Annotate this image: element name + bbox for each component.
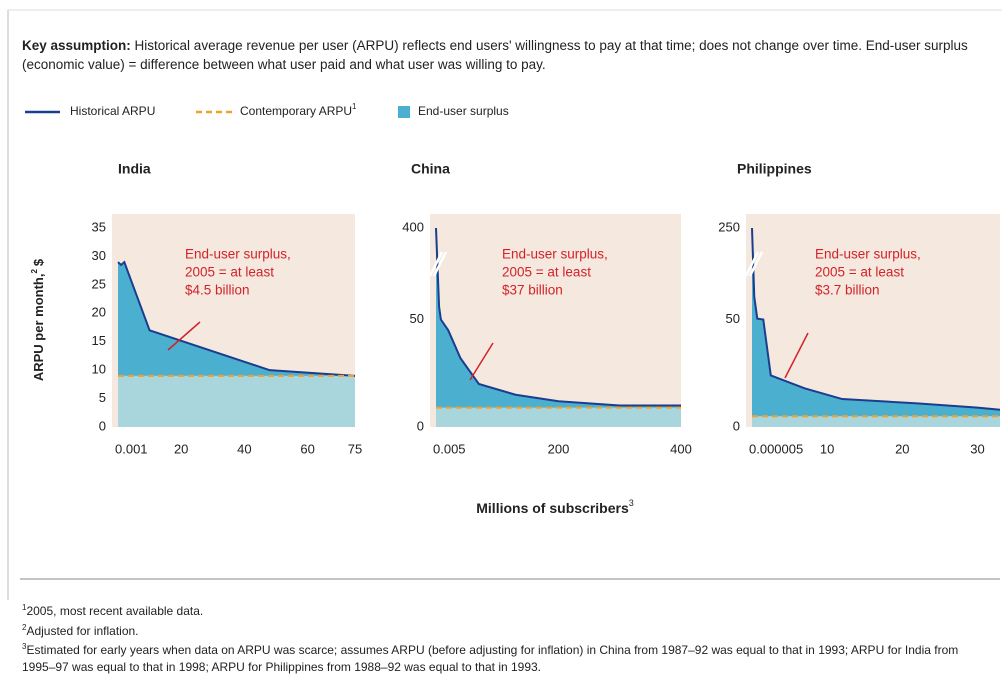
axis-break xyxy=(432,251,448,277)
footnote-text: Estimated for early years when data on A… xyxy=(22,643,959,674)
base-area xyxy=(436,407,681,427)
legend-label: Contemporary ARPU1 xyxy=(240,102,357,118)
y-tick-label: 25 xyxy=(92,276,106,291)
y-tick-label: 30 xyxy=(92,248,106,263)
axis-break xyxy=(428,251,444,277)
axis-break xyxy=(748,251,764,277)
footnote-text: 2005, most recent available data. xyxy=(26,604,204,618)
y-axis-label-unit: $ xyxy=(31,258,46,266)
key-assumption: Key assumption: Historical average reven… xyxy=(22,36,982,74)
annotation: $4.5 billion xyxy=(185,283,250,298)
legend-label-name: Contemporary ARPU xyxy=(240,104,352,118)
x-tick-label: 0.005 xyxy=(433,441,466,456)
x-tick-label: 10 xyxy=(820,441,834,456)
x-axis-label-note: 3 xyxy=(629,498,634,508)
legend-label: Historical ARPU xyxy=(70,104,155,118)
annotation: $3.7 billion xyxy=(815,283,880,298)
panel-title: China xyxy=(411,161,450,177)
y-tick-label: 10 xyxy=(92,362,106,377)
x-axis-label: Millions of subscribers3 xyxy=(476,498,634,515)
annotation: End-user surplus, xyxy=(815,247,921,262)
y-axis-label-text: ARPU per month, xyxy=(31,274,46,382)
x-tick-label: 0.000005 xyxy=(749,441,803,456)
annotation: $37 billion xyxy=(502,283,563,298)
legend-note: 1 xyxy=(352,102,357,111)
footnote-mark: 2 xyxy=(22,622,27,632)
x-tick-label: 400 xyxy=(670,441,692,456)
x-tick-label: 0.001 xyxy=(115,441,148,456)
y-tick-label: 0 xyxy=(99,418,106,433)
footnote: 2Adjusted for inflation. xyxy=(22,620,992,640)
legend-label: End-user surplus xyxy=(418,104,509,118)
x-tick-label: 20 xyxy=(895,441,909,456)
annotation-pointer xyxy=(167,321,201,351)
x-tick-label: 30 xyxy=(970,441,984,456)
y-axis-label-note: 2 xyxy=(30,269,39,274)
annotation: End-user surplus, xyxy=(502,247,608,262)
surplus-area xyxy=(752,228,1000,417)
y-tick-label: 50 xyxy=(410,311,424,326)
surplus-area xyxy=(436,228,681,408)
annotation-pointer xyxy=(784,332,809,379)
footnote-mark: 1 xyxy=(22,603,27,612)
y-tick-label: 15 xyxy=(92,333,106,348)
legend-swatch xyxy=(398,106,410,118)
footnotes: 12005, most recent available data. 2Adjus… xyxy=(22,600,992,675)
panel-title: Philippines xyxy=(737,161,812,177)
x-axis-label-text: Millions of subscribers xyxy=(476,500,629,516)
x-tick-label: 200 xyxy=(548,441,570,456)
annotation-pointer xyxy=(469,342,494,381)
annotation: 2005 = at least xyxy=(185,265,274,280)
surplus-area xyxy=(118,262,355,376)
footnote-mark: 3 xyxy=(22,642,27,651)
x-tick-label: 20 xyxy=(174,441,188,456)
historical-line xyxy=(751,227,1001,411)
footnote: 3Estimated for early years when data on … xyxy=(22,639,992,675)
annotation: End-user surplus, xyxy=(185,247,291,262)
y-tick-label: 0 xyxy=(733,418,740,433)
y-tick-label: 250 xyxy=(718,219,740,234)
axis-break xyxy=(744,251,760,277)
annotation: 2005 = at least xyxy=(502,265,591,280)
y-tick-label: 35 xyxy=(92,219,106,234)
y-axis-label: ARPU per month,2 $ xyxy=(30,258,46,381)
footnote-text: Adjusted for inflation. xyxy=(26,623,139,638)
y-tick-label: 0 xyxy=(417,418,424,433)
y-tick-label: 50 xyxy=(726,311,740,326)
annotation: 2005 = at least xyxy=(815,265,904,280)
y-tick-label: 5 xyxy=(99,390,106,405)
y-tick-label: 20 xyxy=(92,305,106,320)
key-assumption-bold: Key assumption: xyxy=(22,38,131,53)
historical-line xyxy=(435,227,681,407)
base-area xyxy=(118,375,355,427)
base-area xyxy=(752,416,1000,427)
x-tick-label: 60 xyxy=(300,441,314,456)
x-tick-label: 75 xyxy=(348,441,362,456)
y-tick-label: 400 xyxy=(402,219,424,234)
footnote: 12005, most recent available data. xyxy=(22,600,992,620)
panel-title: India xyxy=(118,161,151,177)
historical-line xyxy=(117,260,356,377)
key-assumption-text: Historical average revenue per user (ARP… xyxy=(22,38,968,72)
x-tick-label: 40 xyxy=(237,441,251,456)
